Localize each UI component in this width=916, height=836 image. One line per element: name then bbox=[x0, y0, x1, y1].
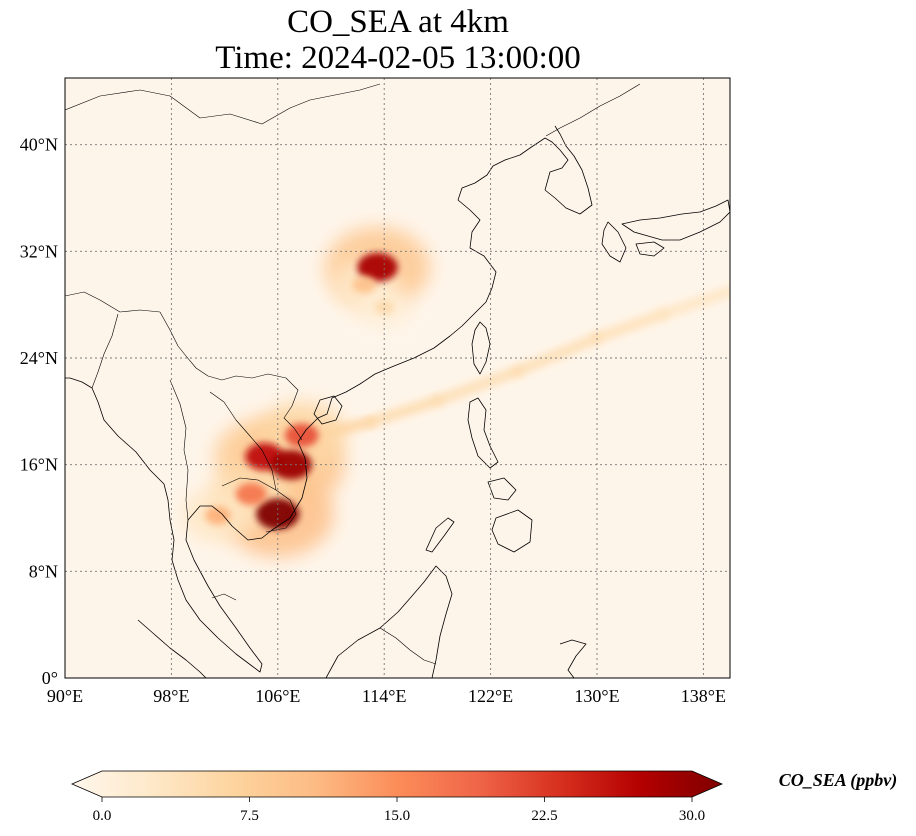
lon-tick-label: 106°E bbox=[255, 686, 300, 706]
map-frame bbox=[64, 77, 731, 679]
jiangxi-plume bbox=[374, 300, 395, 315]
mainland-coastline bbox=[65, 137, 569, 673]
outflow-band-segment bbox=[511, 332, 603, 377]
japan-kyushu bbox=[601, 221, 627, 263]
philippines-mindanao bbox=[491, 509, 533, 553]
latitude-labels: 0° 8°N 16°N 24°N 32°N 40°N bbox=[20, 135, 58, 688]
title-line-2: Time: 2024-02-05 13:00:00 bbox=[215, 40, 581, 76]
gulf-tonkin-plume bbox=[284, 423, 319, 448]
hunan-plume bbox=[352, 276, 377, 294]
lat-tick-label: 16°N bbox=[20, 455, 58, 475]
taiwan-coastline bbox=[471, 321, 491, 375]
sulawesi-coastline bbox=[559, 639, 587, 678]
map-background bbox=[65, 78, 730, 678]
lon-tick-label: 130°E bbox=[574, 686, 619, 706]
border-korea-china bbox=[545, 83, 641, 137]
border-laos-thailand bbox=[209, 391, 277, 491]
colorbar-tick-label: 22.5 bbox=[531, 808, 557, 824]
outflow-band-segment bbox=[365, 395, 443, 428]
lon-tick-label: 90°E bbox=[47, 686, 83, 706]
border-myanmar-india bbox=[91, 313, 119, 389]
colorbar: 0.0 7.5 15.0 22.5 30.0 CO_SEA (ppbv) bbox=[70, 770, 898, 824]
outflow-band-segment bbox=[591, 308, 669, 344]
border-cambodia bbox=[221, 477, 297, 533]
japan-shikoku bbox=[635, 241, 665, 257]
borneo-coastline bbox=[325, 565, 453, 678]
map-plot-area: 90°E 98°E 106°E 114°E 122°E 130°E 138°E 0° 8°N 1… bbox=[20, 77, 731, 706]
philippines-palawan bbox=[425, 517, 455, 553]
lon-tick-label: 98°E bbox=[153, 686, 189, 706]
lat-tick-label: 32°N bbox=[20, 241, 58, 261]
border-myanmar-china bbox=[159, 311, 223, 381]
central-china-plume bbox=[357, 252, 398, 282]
border-himalaya bbox=[65, 291, 161, 313]
country-borders bbox=[65, 83, 641, 665]
lat-tick-label: 40°N bbox=[20, 135, 58, 155]
philippines-visayas bbox=[487, 477, 517, 501]
philippines-luzon bbox=[467, 397, 499, 469]
border-laos-vietnam bbox=[221, 373, 303, 441]
lon-tick-label: 114°E bbox=[362, 686, 407, 706]
lat-tick-label: 0° bbox=[42, 668, 58, 688]
japan-honshu bbox=[621, 199, 730, 241]
border-thai-malaysia bbox=[211, 593, 237, 601]
longitude-labels: 90°E 98°E 106°E 114°E 122°E 130°E 138°E bbox=[47, 686, 726, 706]
korea-coastline bbox=[544, 125, 593, 215]
lon-tick-label: 138°E bbox=[681, 686, 726, 706]
outflow-band-segment bbox=[658, 285, 730, 320]
thailand-plume bbox=[205, 506, 231, 525]
border-china-mongolia bbox=[65, 83, 381, 125]
lat-tick-label: 8°N bbox=[29, 561, 58, 581]
colorbar-title: CO_SEA (ppbv) bbox=[779, 770, 898, 791]
border-borneo-interior bbox=[379, 627, 437, 665]
lon-tick-label: 122°E bbox=[468, 686, 513, 706]
lat-tick-label: 24°N bbox=[20, 348, 58, 368]
hainan-coastline bbox=[313, 395, 343, 425]
colorbar-tick-label: 15.0 bbox=[384, 808, 410, 824]
map-title: CO_SEA at 4km Time: 2024-02-05 13:00:00 bbox=[0, 4, 796, 76]
border-myanmar-thailand bbox=[169, 379, 189, 521]
colorbar-tick-label: 30.0 bbox=[679, 808, 705, 824]
colorbar-tick-label: 0.0 bbox=[93, 808, 112, 824]
colorbar-ticks: 0.0 7.5 15.0 22.5 30.0 bbox=[93, 797, 705, 824]
colorbar-tick-label: 7.5 bbox=[240, 808, 259, 824]
tonle-sap-plume bbox=[235, 483, 267, 505]
colorbar-gradient-bar bbox=[70, 770, 724, 798]
sumatra-coastline bbox=[137, 619, 207, 678]
title-line-1: CO_SEA at 4km bbox=[287, 4, 509, 40]
concentration-field bbox=[183, 227, 730, 557]
outflow-band-segment bbox=[431, 365, 523, 407]
coastlines bbox=[65, 125, 730, 678]
